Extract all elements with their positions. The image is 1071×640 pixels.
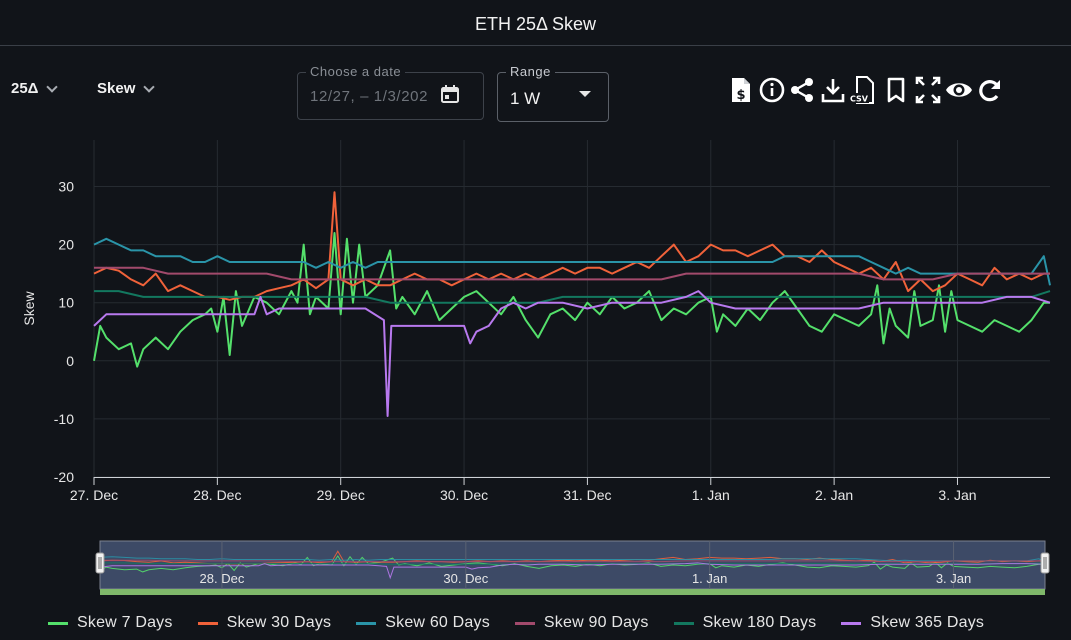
eye-icon[interactable] [945,74,973,106]
legend-swatch [197,621,218,625]
legend-swatch [841,621,862,625]
legend-label: Skew 30 Days [226,614,332,631]
legend-item[interactable]: Skew 90 Days [514,614,649,632]
svg-text:$: $ [736,88,745,103]
x-tick-label: 29. Dec [317,487,365,503]
calendar-icon[interactable] [441,85,459,103]
x-tick-label: 28. Dec [193,487,241,503]
y-tick-label: 30 [58,178,74,194]
navigator-series-line [99,556,1046,563]
y-tick-label: -10 [54,411,74,427]
date-picker[interactable]: Choose a date 12/27, – 1/3/202 [297,64,484,120]
navigator-label: 30. Dec [443,571,488,586]
range-select-value: 1 W [510,89,541,108]
x-tick-label: 3. Jan [938,487,976,503]
series-line [93,191,1050,301]
title-divider [0,45,1071,46]
navigator-handle[interactable] [95,552,105,574]
y-tick-label: 20 [58,237,74,253]
x-tick-label: 30. Dec [440,487,488,503]
navigator-series-line [100,562,1046,565]
navigator-series-line [99,562,1046,580]
legend-item[interactable]: Skew 180 Days [673,614,817,632]
x-tick-label: 1. Jan [692,487,730,503]
navigator-label: 1. Jan [692,571,727,586]
y-tick-label: 10 [58,295,74,311]
info-icon[interactable] [758,74,786,106]
bookmark-icon[interactable] [882,74,910,106]
navigator-series-line [100,559,1045,563]
legend-label: Skew 180 Days [702,614,817,631]
x-tick-label: 2. Jan [815,487,853,503]
navigator-handle[interactable] [1040,552,1050,574]
fullscreen-icon[interactable] [914,74,942,106]
legend-item[interactable]: Skew 365 Days [841,614,984,632]
range-select-label: Range [506,64,555,79]
series-line [93,232,1050,368]
legend-swatch [673,621,694,625]
y-tick-label: 0 [66,353,74,369]
series-lines [93,191,1051,417]
delta-dropdown-label: 25Δ [11,80,39,97]
x-tick-label: 27. Dec [70,487,118,503]
pricing-icon[interactable]: $ [727,74,755,106]
legend-item[interactable]: Skew 7 Days [48,614,173,632]
metric-dropdown[interactable]: Skew [97,80,156,97]
legend-item[interactable]: Skew 30 Days [197,614,332,632]
legend-label: Skew 90 Days [543,614,649,631]
refresh-icon[interactable] [976,74,1004,106]
legend-swatch [356,621,377,625]
legend-swatch [514,621,535,625]
range-select[interactable]: Range 1 W [497,64,609,122]
navigator-label: 3. Jan [936,571,971,586]
download-icon[interactable] [819,74,847,106]
series-line [93,237,1051,286]
series-line [93,290,1051,417]
date-picker-label: Choose a date [306,64,406,79]
metric-dropdown-label: Skew [97,80,136,97]
chart-title: ETH 25Δ Skew [474,14,597,34]
axes: 30 20 10 0 -10 -20 27. Dec 28. Dec 29. Dec 30. De… [21,178,1050,503]
dropdown-caret-icon [579,91,591,97]
legend-swatch [48,621,68,625]
share-icon[interactable] [788,74,816,106]
legend-item[interactable]: Skew 60 Days [356,614,490,632]
date-picker-value: 12/27, – 1/3/202 [310,88,429,105]
legend-label: Skew 7 Days [77,614,173,631]
delta-dropdown[interactable]: 25Δ [11,80,59,97]
navigator-label: 28. Dec [200,571,245,586]
range-navigator[interactable]: 28. Dec 30. Dec 1. Jan 3. Jan [95,540,1050,595]
legend-label: Skew 60 Days [385,614,490,631]
series-line [94,266,1050,281]
csv-label: CSV [850,95,869,104]
navigator-scrollbar[interactable] [100,589,1045,595]
csv-icon[interactable]: CSV [849,74,877,106]
y-axis-label: Skew [21,290,37,325]
x-tick-label: 31. Dec [563,487,611,503]
series-line [94,290,1051,304]
legend-label: Skew 365 Days [870,614,985,631]
grid-lines [93,140,1050,478]
y-tick-label: -20 [54,469,74,485]
chart-legend: Skew 7 Days Skew 30 Days Skew 60 Days Skew … [48,614,984,632]
